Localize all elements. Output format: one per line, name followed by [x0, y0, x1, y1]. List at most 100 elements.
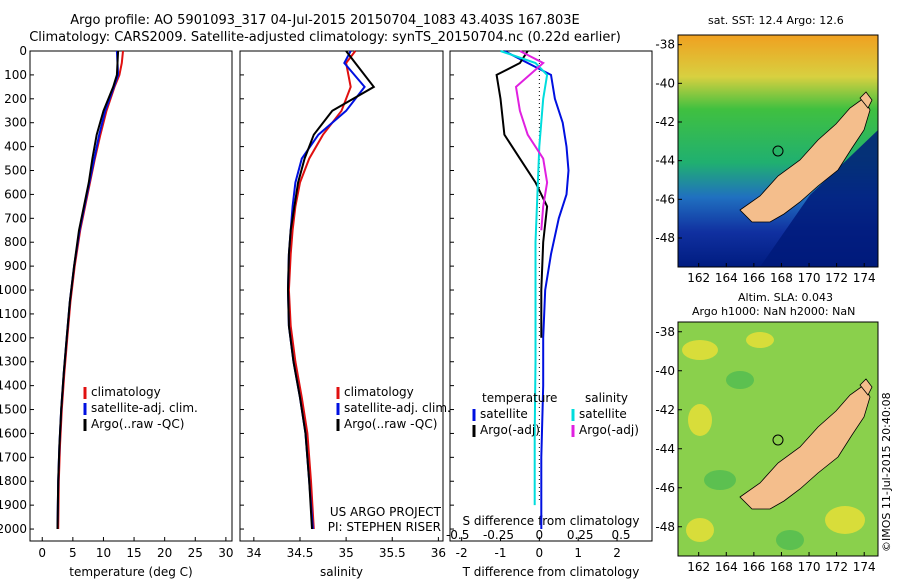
- map-y-tick-label: -38: [655, 325, 675, 339]
- map-x-tick-label: 164: [715, 271, 738, 285]
- sla-map-blob: [686, 518, 714, 542]
- top-tick-label: -0.5: [446, 528, 469, 542]
- y-tick-label: 2000: [0, 522, 27, 536]
- map-y-tick-label: -42: [655, 403, 675, 417]
- map-y-tick-label: -48: [655, 520, 675, 534]
- map-x-tick-label: 170: [798, 271, 821, 285]
- y-tick-label: 100: [4, 68, 27, 82]
- y-tick-label: 200: [4, 92, 27, 106]
- map-y-tick-label: -48: [655, 231, 675, 245]
- x-tick-label: -1: [495, 546, 507, 560]
- legend-label: satellite-adj. clim.: [344, 401, 451, 415]
- plot-frame-salinity: [239, 50, 444, 542]
- y-tick-label: 900: [4, 259, 27, 273]
- y-tick-label: 700: [4, 211, 27, 225]
- y-tick-label: 1500: [0, 403, 27, 417]
- map-y-tick-label: -44: [655, 442, 675, 456]
- legend-header: temperature: [482, 391, 557, 405]
- sst-map: [677, 34, 879, 268]
- map-x-tick-label: 162: [687, 560, 710, 574]
- sla-map-blob: [682, 340, 718, 360]
- map-x-tick-label: 172: [825, 560, 848, 574]
- annotation-text: PI: STEPHEN RISER: [328, 520, 441, 534]
- series-line-difference: [514, 50, 549, 231]
- series-line-temperature: [56, 50, 120, 530]
- map-x-tick-label: 166: [742, 560, 765, 574]
- map-y-tick-label: -44: [655, 154, 675, 168]
- plot-frame-difference: [449, 50, 653, 542]
- y-tick-label: 1700: [0, 450, 27, 464]
- sst-map-north-island: [859, 91, 873, 109]
- climatology-title: Climatology: CARS2009. Satellite-adjuste…: [29, 30, 621, 45]
- sst-argo-position-marker: [772, 145, 784, 157]
- map-y-tick-label: -38: [655, 38, 675, 52]
- top-tick-label: 0.25: [567, 528, 594, 542]
- legend-label: Argo(..raw -QC): [91, 417, 184, 431]
- legend-label: Argo(..raw -QC): [344, 417, 437, 431]
- y-tick-label: 400: [4, 140, 27, 154]
- x-tick-label: 0: [38, 546, 46, 560]
- sst-map-title: sat. SST: 12.4 Argo: 12.6: [708, 14, 844, 27]
- map-x-tick-label: 168: [770, 560, 793, 574]
- x-tick-label: 36: [431, 546, 446, 560]
- top-tick-label: -0.25: [483, 528, 514, 542]
- y-tick-label: 1600: [0, 426, 27, 440]
- x-tick-label: -2: [456, 546, 468, 560]
- sst-map-deep-water: [760, 130, 878, 267]
- x-tick-label: 34.5: [287, 546, 314, 560]
- x-tick-label: 10: [96, 546, 111, 560]
- y-tick-label: 1000: [0, 283, 27, 297]
- x-tick-label: 20: [157, 546, 172, 560]
- y-tick-label: 1100: [0, 307, 27, 321]
- x-tick-label: 5: [69, 546, 77, 560]
- series-line-salinity: [286, 50, 366, 530]
- y-tick-label: 1400: [0, 379, 27, 393]
- x-axis-label-salinity: salinity: [320, 565, 363, 579]
- top-tick-label: 0.5: [611, 528, 630, 542]
- sla-map-title-1: Altim. SLA: 0.043: [738, 291, 834, 304]
- sla-argo-position-marker: [772, 434, 784, 446]
- map-x-tick-label: 174: [853, 560, 876, 574]
- map-x-tick-label: 172: [825, 271, 848, 285]
- series-line-salinity: [286, 50, 376, 530]
- x-tick-label: 2: [613, 546, 621, 560]
- map-x-tick-label: 168: [770, 271, 793, 285]
- x-tick-label: 34: [246, 546, 261, 560]
- map-y-tick-label: -46: [655, 481, 675, 495]
- sla-map-blob: [726, 371, 754, 389]
- sla-map-south-island: [739, 384, 871, 510]
- legend-label: satellite-adj. clim.: [91, 401, 198, 415]
- map-x-tick-label: 164: [715, 560, 738, 574]
- sst-map-frame: [677, 34, 879, 268]
- x-tick-label: 35.5: [379, 546, 406, 560]
- y-tick-label: 0: [19, 44, 27, 58]
- series-line-difference: [503, 50, 570, 529]
- profile-title: Argo profile: AO 5901093_317 04-Jul-2015…: [70, 13, 580, 28]
- series-line-difference: [500, 50, 549, 506]
- series-line-temperature: [56, 50, 120, 530]
- sla-map-north-island: [859, 378, 873, 396]
- series-line-temperature: [57, 50, 124, 530]
- x-tick-label: 25: [188, 546, 203, 560]
- y-tick-label: 1200: [0, 331, 27, 345]
- sla-map: [677, 321, 879, 557]
- legend-label: Argo(-adj): [579, 423, 639, 437]
- legend-header: salinity: [585, 391, 628, 405]
- sla-map-title-2: Argo h1000: NaN h2000: NaN: [692, 305, 856, 318]
- x-tick-label: 0: [536, 546, 544, 560]
- sla-map-blob: [825, 506, 865, 534]
- y-tick-label: 1300: [0, 355, 27, 369]
- top-tick-label: 0: [536, 528, 544, 542]
- y-tick-label: 800: [4, 235, 27, 249]
- sla-map-blob: [746, 332, 774, 348]
- legend-label: satellite: [480, 407, 528, 421]
- x-tick-label: 1: [574, 546, 582, 560]
- x-tick-label: 30: [218, 546, 233, 560]
- sla-map-frame: [677, 321, 879, 557]
- sst-map-south-island: [739, 97, 871, 223]
- map-y-tick-label: -40: [655, 76, 675, 90]
- y-tick-label: 500: [4, 164, 27, 178]
- legend-label: Argo(-adj): [480, 423, 540, 437]
- map-x-tick-label: 162: [687, 271, 710, 285]
